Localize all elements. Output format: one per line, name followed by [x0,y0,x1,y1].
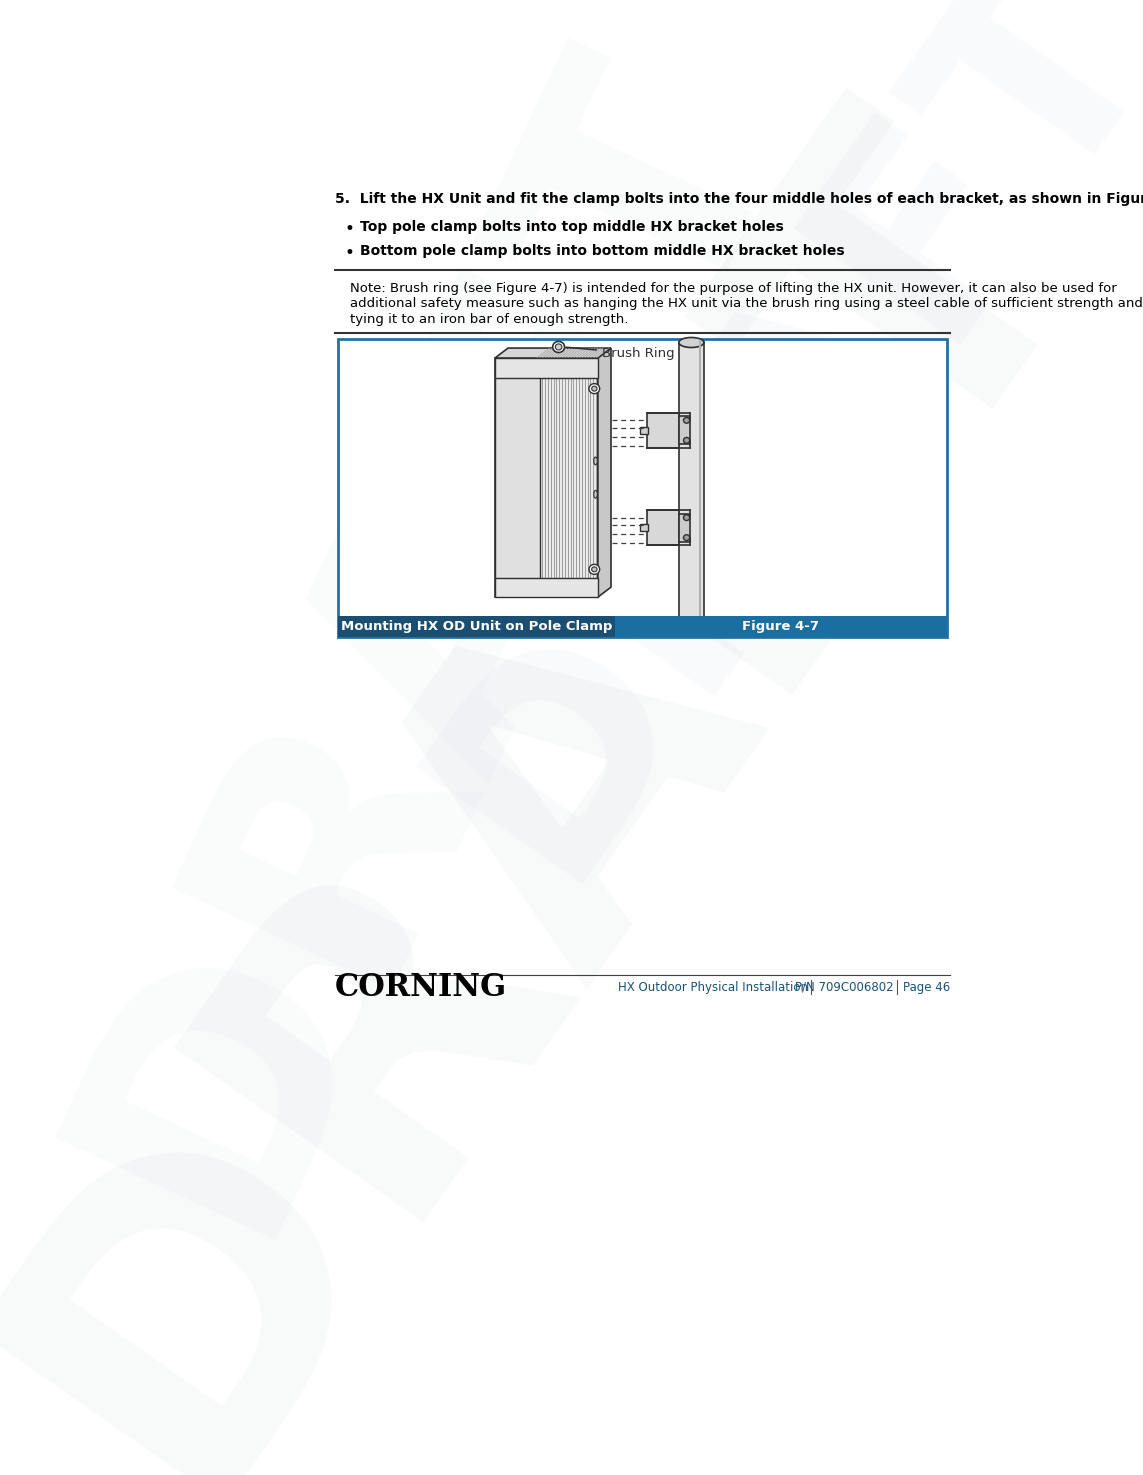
FancyBboxPatch shape [495,361,539,581]
Polygon shape [598,348,612,597]
Text: Top pole clamp bolts into top middle HX bracket holes: Top pole clamp bolts into top middle HX … [360,220,784,235]
Ellipse shape [593,490,598,499]
FancyBboxPatch shape [679,513,690,541]
Polygon shape [820,537,901,594]
Circle shape [589,384,600,394]
Text: DRAFT: DRAFT [15,3,834,1268]
Circle shape [589,565,600,574]
FancyBboxPatch shape [495,578,598,597]
FancyBboxPatch shape [615,615,946,637]
Circle shape [684,417,689,423]
FancyBboxPatch shape [495,358,598,378]
Text: Figure 4-7: Figure 4-7 [743,620,820,633]
Circle shape [553,341,565,353]
Text: Bottom pole clamp bolts into bottom middle HX bracket holes: Bottom pole clamp bolts into bottom midd… [360,243,845,258]
Ellipse shape [679,620,704,630]
Text: Note: Brush ring (see Figure 4-7) is intended for the purpose of lifting the HX : Note: Brush ring (see Figure 4-7) is int… [350,282,1117,295]
Text: •: • [345,220,354,239]
Circle shape [684,515,689,521]
Polygon shape [398,546,479,587]
FancyBboxPatch shape [338,339,946,637]
Text: •: • [345,243,354,261]
FancyBboxPatch shape [647,413,679,447]
Polygon shape [495,348,612,358]
Text: DRAFT: DRAFT [384,0,1143,917]
Ellipse shape [679,338,704,348]
Text: Page 46: Page 46 [903,981,950,994]
Ellipse shape [593,457,598,465]
Circle shape [555,344,562,350]
FancyBboxPatch shape [679,416,690,444]
Circle shape [684,535,689,540]
FancyBboxPatch shape [495,358,598,597]
FancyBboxPatch shape [679,342,704,625]
Circle shape [592,566,597,572]
Circle shape [684,438,689,444]
FancyBboxPatch shape [640,524,648,531]
Text: CORNING: CORNING [335,972,507,1003]
Text: Brush Ring: Brush Ring [566,347,674,360]
FancyBboxPatch shape [647,510,679,544]
Circle shape [592,386,597,391]
Text: P/N 709C006802: P/N 709C006802 [796,981,894,994]
Text: Mounting HX OD Unit on Pole Clamp: Mounting HX OD Unit on Pole Clamp [341,620,613,633]
Text: additional safety measure such as hanging the HX unit via the brush ring using a: additional safety measure such as hangin… [350,296,1143,310]
Text: DRAFT: DRAFT [0,46,1143,1475]
Text: HX Outdoor Physical Installation: HX Outdoor Physical Installation [617,981,808,994]
FancyBboxPatch shape [338,615,615,637]
Text: 5.  Lift the HX Unit and fit the clamp bolts into the four middle holes of each : 5. Lift the HX Unit and fit the clamp bo… [335,192,1143,205]
Text: tying it to an iron bar of enough strength.: tying it to an iron bar of enough streng… [350,313,629,326]
FancyBboxPatch shape [640,426,648,434]
